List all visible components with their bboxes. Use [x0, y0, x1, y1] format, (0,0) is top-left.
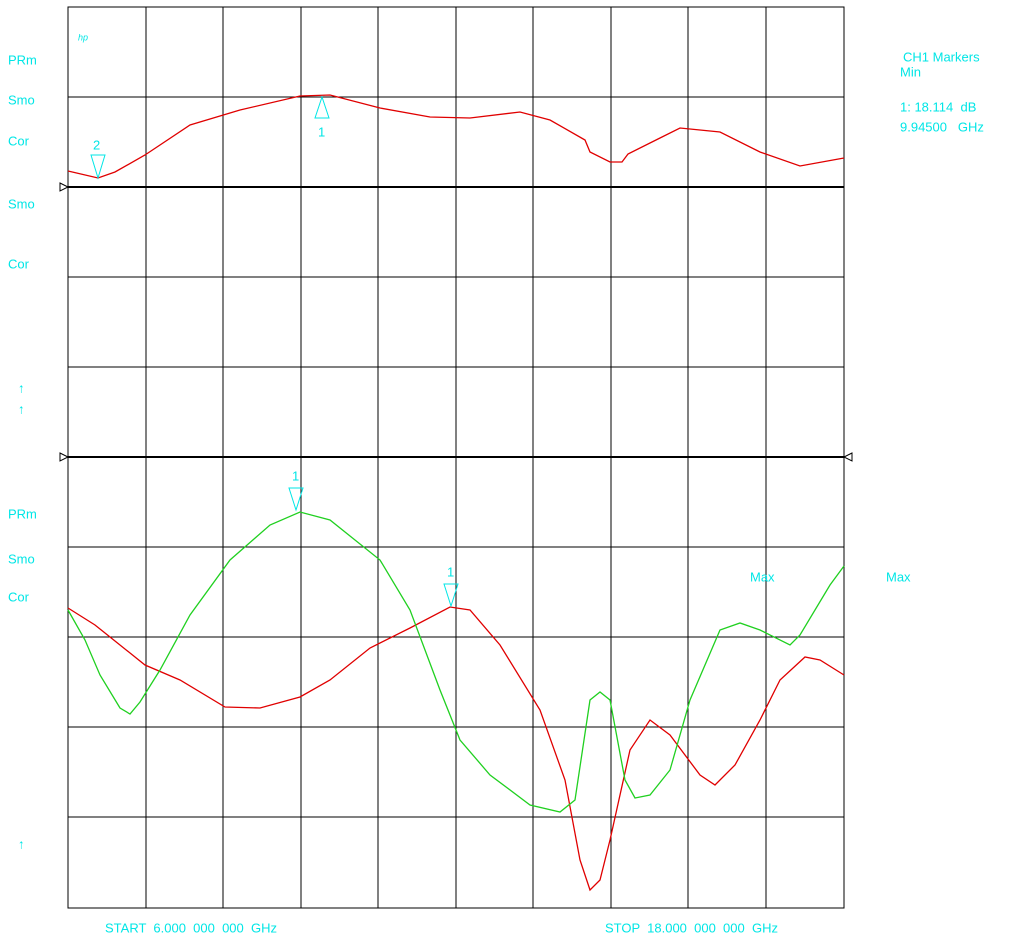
marker-freq: 9.94500 GHz	[900, 119, 984, 134]
label: Smo	[8, 551, 35, 566]
label: ↑	[18, 836, 25, 851]
marker-label: 1	[292, 468, 299, 483]
trace-top-red	[67, 94, 845, 179]
label: PRm	[8, 506, 37, 521]
logo: hp	[78, 32, 88, 42]
label: ↑	[18, 401, 25, 416]
marker-label: 2	[93, 137, 100, 152]
max-label: Max	[750, 569, 775, 584]
max-label: Max	[886, 569, 911, 584]
panel-title: CH1 Markers	[903, 49, 980, 64]
marker-value: 1: 18.114 dB	[900, 99, 976, 114]
trace-green	[67, 511, 845, 813]
traces	[67, 94, 845, 892]
label: Cor	[8, 133, 30, 148]
stop-freq: STOP 18.000 000 000 GHz	[605, 920, 778, 935]
label: Cor	[8, 589, 30, 604]
marker-triangles	[90, 95, 459, 608]
label: Smo	[8, 196, 35, 211]
label: PRm	[8, 52, 37, 67]
grid	[59, 6, 853, 909]
panel-mode: Min	[900, 64, 921, 79]
start-freq: START 6.000 000 000 GHz	[105, 920, 277, 935]
left-labels: PRm Smo Cor Smo Cor ↑ ↑ PRm Smo Cor ↑	[8, 52, 37, 851]
markers-panel: CH1 Markers Min 1: 18.114 dB 9.94500 GHz	[900, 49, 984, 134]
marker-label: 1	[447, 564, 454, 579]
label: ↑	[18, 380, 25, 395]
label: Cor	[8, 256, 30, 271]
marker-label: 1	[318, 124, 325, 139]
label: Smo	[8, 92, 35, 107]
trace-bottom-red	[67, 606, 845, 892]
